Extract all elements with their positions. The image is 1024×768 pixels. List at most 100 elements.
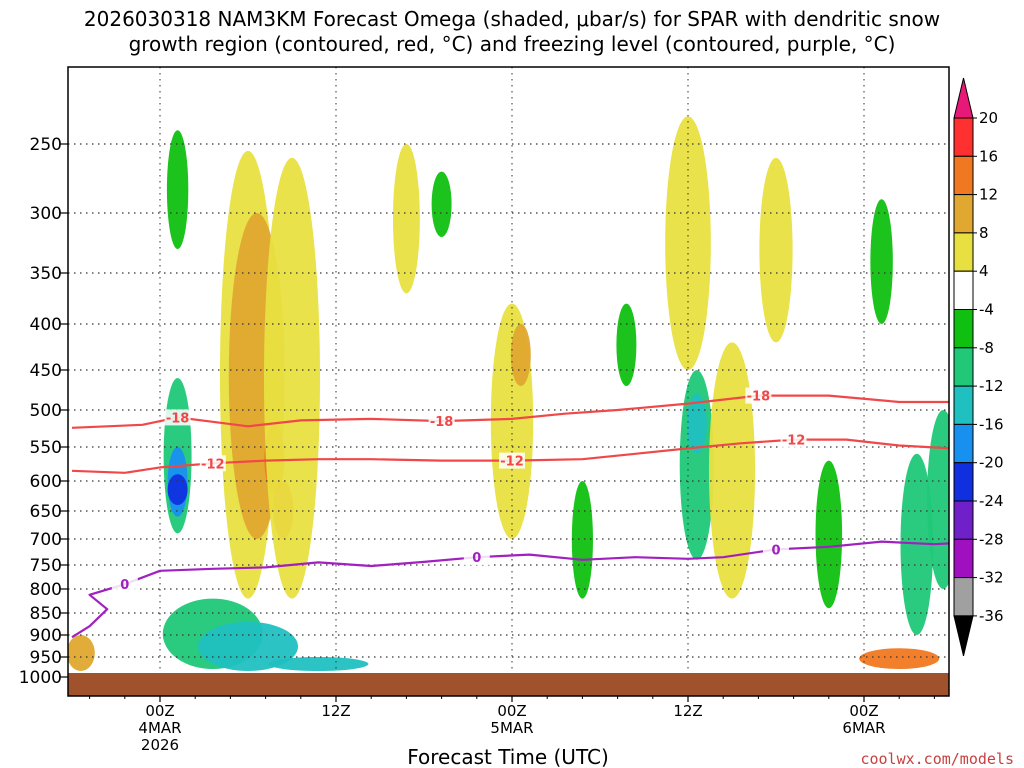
y-tick-label: 700 [30, 530, 62, 550]
contour-label: -12 [201, 457, 225, 472]
y-tick-label: 550 [30, 438, 62, 458]
colorbar-swatch [953, 155, 974, 196]
y-tick-label: 250 [30, 135, 62, 155]
contour-label-bg [763, 541, 789, 558]
contour-label-bg [164, 409, 191, 426]
credit-text: coolwx.com/models [860, 750, 1014, 768]
omega-cell [268, 657, 369, 671]
colorbar-swatch [953, 194, 974, 234]
contour-label: -18 [747, 390, 771, 405]
omega-cell [859, 648, 940, 669]
colorbar-label: -8 [979, 339, 994, 357]
colorbar-swatch [953, 309, 974, 349]
y-tick-label: 650 [30, 502, 62, 522]
x-tick-label: 2026 [141, 736, 179, 754]
contour-label: -18 [430, 415, 454, 430]
colorbar-label: -24 [979, 492, 1004, 510]
colorbar-swatch [953, 423, 974, 464]
omega-cell [68, 635, 95, 671]
contour-label: 0 [472, 551, 481, 566]
colorbar: 20 16 12 8 4 -4 -8 -12 -16 -20 -24 -28 -32 -36 [953, 77, 1004, 657]
colorbar-top-arrow [953, 77, 974, 119]
colorbar-label: -32 [979, 569, 1004, 587]
omega-shading [68, 116, 949, 672]
contour-label-bg [745, 387, 772, 404]
colorbar-swatch [953, 385, 974, 425]
x-tick-label: 12Z [321, 702, 350, 720]
y-tick-label: 500 [30, 401, 62, 421]
contour-label-bg [111, 576, 138, 593]
colorbar-swatch [953, 500, 974, 540]
contour-label-bg [428, 413, 455, 430]
colorbar-label: 20 [979, 109, 998, 127]
omega-cell [708, 342, 756, 599]
contour-label: -18 [166, 411, 190, 426]
colorbar-label: -28 [979, 530, 1004, 548]
contour-label: 0 [120, 578, 129, 593]
contour-label-bg [499, 452, 525, 469]
contour-label-bg [199, 455, 226, 472]
colorbar-label: 16 [979, 147, 998, 165]
colorbar-swatch [953, 232, 974, 272]
colorbar-swatch [953, 270, 974, 311]
contour-label-bg [780, 431, 807, 448]
y-tick-label: 350 [30, 264, 62, 284]
y-tick-label: 950 [30, 648, 62, 668]
omega-cell [571, 481, 593, 599]
omega-cell [759, 157, 793, 343]
colorbar-label: -36 [979, 607, 1004, 625]
omega-cell [665, 116, 711, 370]
x-tick-label: 5MAR [490, 719, 533, 737]
colorbar-swatch [953, 538, 974, 579]
y-tick-label: 750 [30, 556, 62, 576]
omega-cell [815, 460, 843, 609]
colorbar-label: 4 [979, 262, 989, 280]
colorbar-label: 12 [979, 186, 998, 204]
y-tick-label: 900 [30, 626, 62, 646]
plot-area: -18 -18 -18 -12 -12 -12 0 0 0 [68, 67, 949, 696]
omega-cell [392, 144, 420, 294]
x-tick-label: 6MAR [842, 719, 885, 737]
omega-cell [166, 130, 189, 250]
y-tick-label: 450 [30, 361, 62, 381]
colorbar-label: 8 [979, 224, 989, 242]
x-tick-label: 00Z [145, 702, 174, 720]
contour-label: -12 [500, 455, 524, 470]
colorbar-label: -20 [979, 454, 1004, 472]
omega-cell [870, 199, 893, 324]
omega-cell [198, 621, 298, 672]
y-tick-label: 400 [30, 315, 62, 335]
contour-label: 0 [771, 543, 780, 558]
omega-cell [264, 157, 320, 599]
y-axis: 2503003504004505005506006507007508008509… [19, 135, 68, 688]
y-tick-label: 800 [30, 580, 62, 600]
y-tick-label: 600 [30, 472, 62, 492]
colorbar-swatch [953, 347, 974, 387]
chart-title-line2: growth region (contoured, red, °C) and f… [129, 32, 896, 56]
colorbar-swatch [953, 462, 974, 502]
x-tick-label: 00Z [849, 702, 878, 720]
y-tick-label: 300 [30, 204, 62, 224]
y-tick-label: 1000 [19, 668, 62, 688]
colorbar-swatch [953, 577, 974, 617]
contours: -18 -18 -18 -12 -12 -12 0 0 0 [71, 387, 949, 639]
contour-line [71, 540, 949, 639]
x-tick-label: 00Z [497, 702, 526, 720]
colorbar-bottom-arrow [953, 615, 974, 657]
contour-label-bg [463, 549, 490, 566]
contour-label: -12 [782, 434, 806, 449]
omega-cell [686, 394, 707, 454]
ground-surface [68, 673, 949, 696]
colorbar-label: -4 [979, 301, 994, 319]
x-tick-label: 12Z [673, 702, 702, 720]
omega-cell [167, 474, 188, 505]
omega-cell [431, 171, 452, 237]
colorbar-label: -16 [979, 415, 1004, 433]
omega-cell [616, 303, 637, 386]
chart-title-line1: 2026030318 NAM3KM Forecast Omega (shaded… [84, 7, 940, 31]
x-axis-label: Forecast Time (UTC) [407, 745, 609, 768]
x-tick-label: 4MAR [138, 719, 181, 737]
y-tick-label: 850 [30, 604, 62, 624]
